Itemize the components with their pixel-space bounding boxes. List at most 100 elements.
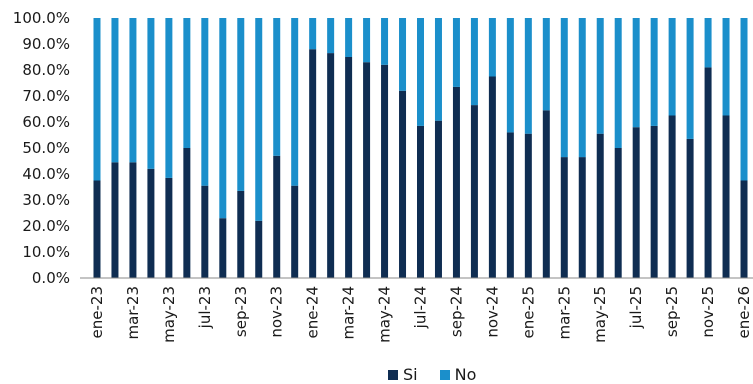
x-tick-label: may-25 [591,286,609,343]
bar-si [434,120,442,278]
y-tick-label: 20.0% [22,217,70,235]
bar-si [722,115,730,278]
x-tick-label: jul-24 [412,286,430,329]
bar-no [399,18,407,91]
bar-si [452,86,460,279]
y-tick-label: 10.0% [22,243,70,261]
bar-no [363,18,371,63]
bar-si [93,180,101,278]
bar-no [237,18,245,191]
y-tick-label: 50.0% [22,139,70,157]
bar-no [560,18,568,158]
x-tick-label: mar-25 [555,286,573,340]
bar-si [524,133,532,278]
x-tick-label: nov-23 [268,286,286,338]
x-tick-label: jul-23 [196,286,214,329]
legend-item-si: Si [388,365,418,384]
y-tick-label: 60.0% [22,113,70,131]
x-tick-label: may-24 [376,286,394,343]
y-tick-label: 80.0% [22,61,70,79]
x-tick-label: nov-25 [699,286,717,338]
x-tick-label: sep-23 [232,286,250,337]
bar-si [363,62,371,279]
x-tick-label: mar-24 [340,286,358,340]
y-axis: 0.0% 10.0% 20.0% 30.0% 40.0% 50.0% 60.0% 70.0% 8… [13,9,70,287]
bar-si [201,185,209,278]
y-tick-label: 90.0% [22,35,70,53]
bar-si [614,148,622,278]
bar-no [452,18,460,87]
bar-no [614,18,622,148]
bar-no [506,18,514,133]
x-tick-label: ene-24 [304,286,322,338]
bar-no [722,18,730,116]
legend: Si No [388,365,476,384]
y-tick-label: 100.0% [13,9,70,27]
bar-si [273,155,281,278]
bar-no [632,18,640,128]
bar-no [381,18,389,65]
bar-no [578,18,586,158]
bar-no [273,18,281,156]
bar-si [399,90,407,278]
bar-no [417,18,424,126]
bar-si [578,157,586,278]
bar-no [524,18,532,134]
x-tick-label: sep-24 [447,286,465,337]
bar-si [237,190,245,278]
x-tick-label: ene-26 [735,286,753,338]
bar-si [542,110,550,278]
bar-si [381,64,389,278]
bars-group [93,18,748,279]
y-tick-label: 70.0% [22,87,70,105]
x-tick-label: may-23 [160,286,178,343]
bar-si [470,105,478,278]
bar-no [93,18,101,181]
bar-no [255,18,263,221]
bar-no [327,18,335,54]
bar-no [183,18,191,148]
bar-si [183,148,191,278]
bar-no [434,18,442,121]
bar-no [686,18,694,139]
legend-swatch-si [388,369,398,380]
bar-no [111,18,119,163]
bar-si [632,127,640,278]
bar-no [740,18,748,181]
bar-no [345,18,353,57]
bar-si [596,133,604,278]
bar-no [291,18,299,186]
bar-no [201,18,209,186]
bar-si [488,76,496,278]
x-tick-label: nov-24 [483,286,501,338]
bar-no [470,18,478,106]
bar-no [704,18,712,68]
bar-no [650,18,658,126]
legend-label-no: No [454,365,477,384]
bar-si [255,220,263,278]
bar-no [129,18,137,163]
bar-si [668,115,676,278]
x-tick-label: mar-23 [124,286,142,340]
bar-si [111,162,119,278]
bar-si [650,125,658,279]
bar-si [417,125,424,279]
bar-si [704,67,712,279]
x-tick-label: sep-25 [663,286,681,337]
y-tick-label: 0.0% [32,269,70,287]
bar-si [327,53,335,278]
bar-si [165,177,173,278]
legend-item-no: No [439,365,477,384]
bar-si [345,57,353,278]
bar-si [219,218,227,278]
bar-no [668,18,676,116]
bar-si [147,168,155,278]
y-tick-label: 40.0% [22,165,70,183]
bar-si [291,185,299,278]
bar-si [309,49,317,279]
bar-no [488,18,496,77]
bar-si [506,132,514,278]
bar-si [129,162,137,278]
bar-no [309,18,317,50]
